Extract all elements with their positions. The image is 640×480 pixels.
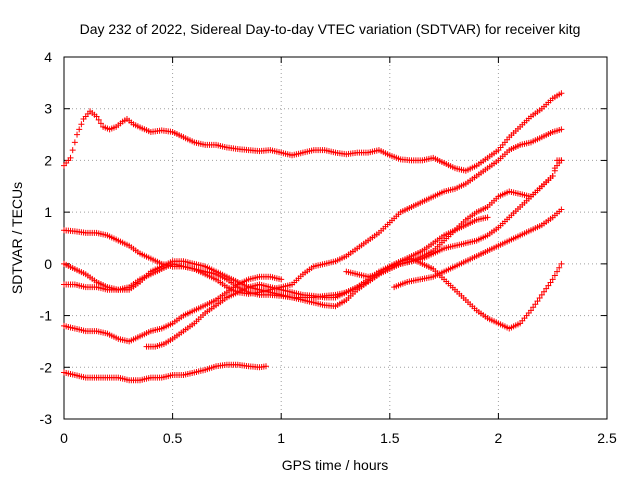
data-point <box>95 116 102 123</box>
y-tick-label: -1 <box>40 308 53 324</box>
x-axis-label: GPS time / hours <box>282 457 389 473</box>
data-point <box>558 260 565 267</box>
x-tick-label: 0.5 <box>163 430 183 446</box>
series-sat-h <box>391 206 565 291</box>
data-point <box>278 276 285 283</box>
y-tick-label: -3 <box>40 411 53 427</box>
series-sat-i <box>61 361 269 384</box>
data-point <box>71 139 78 146</box>
data-point <box>97 120 104 127</box>
x-tick-label: 1 <box>277 430 285 446</box>
x-tick-label: 2.5 <box>597 430 617 446</box>
x-tick-label: 1.5 <box>380 430 400 446</box>
data-point <box>551 165 558 172</box>
data-point <box>558 157 565 164</box>
x-tick-label: 2 <box>495 430 503 446</box>
axis-ticks: 0 0.5 1 1.5 2 2.5 -3 -2 -1 0 1 2 3 4 <box>40 49 617 446</box>
y-tick-label: -2 <box>40 359 53 375</box>
y-tick-label: 3 <box>44 101 52 117</box>
data-point <box>538 291 545 298</box>
series-sat-g <box>343 157 565 280</box>
x-tick-label: 0 <box>60 430 68 446</box>
y-tick-label: 0 <box>44 256 52 272</box>
data-point <box>262 363 269 370</box>
data-point <box>532 301 539 308</box>
data-point <box>543 285 550 292</box>
series-sat-d <box>61 126 565 297</box>
y-tick-label: 2 <box>44 152 52 168</box>
data-point <box>551 272 558 279</box>
data-point <box>527 307 534 314</box>
series-sat-a <box>61 90 565 174</box>
data-point <box>536 294 543 301</box>
data-point <box>554 268 561 275</box>
data-point <box>549 172 556 179</box>
data-markers <box>61 90 565 384</box>
grid-lines <box>64 57 607 419</box>
data-point <box>534 298 541 305</box>
data-point <box>76 126 83 133</box>
data-point <box>530 304 537 311</box>
y-tick-label: 1 <box>44 204 52 220</box>
chart-title: Day 232 of 2022, Sidereal Day-to-day VTE… <box>80 21 581 37</box>
plot-frame <box>63 56 608 420</box>
data-point <box>541 288 548 295</box>
data-point <box>556 264 563 271</box>
data-point <box>78 121 85 128</box>
series-sat-f <box>143 157 565 350</box>
data-point <box>93 113 100 120</box>
data-point <box>484 214 491 221</box>
data-point <box>558 206 565 213</box>
data-point <box>558 126 565 133</box>
data-point <box>547 279 554 286</box>
data-point <box>558 90 565 97</box>
y-tick-label: 4 <box>44 49 52 65</box>
data-point <box>67 154 74 161</box>
y-axis-label: SDTVAR / TECUs <box>9 182 25 294</box>
data-point <box>74 131 81 138</box>
data-point <box>549 276 556 283</box>
data-point <box>69 147 76 154</box>
series-sat-e <box>61 273 285 345</box>
data-point <box>545 282 552 289</box>
